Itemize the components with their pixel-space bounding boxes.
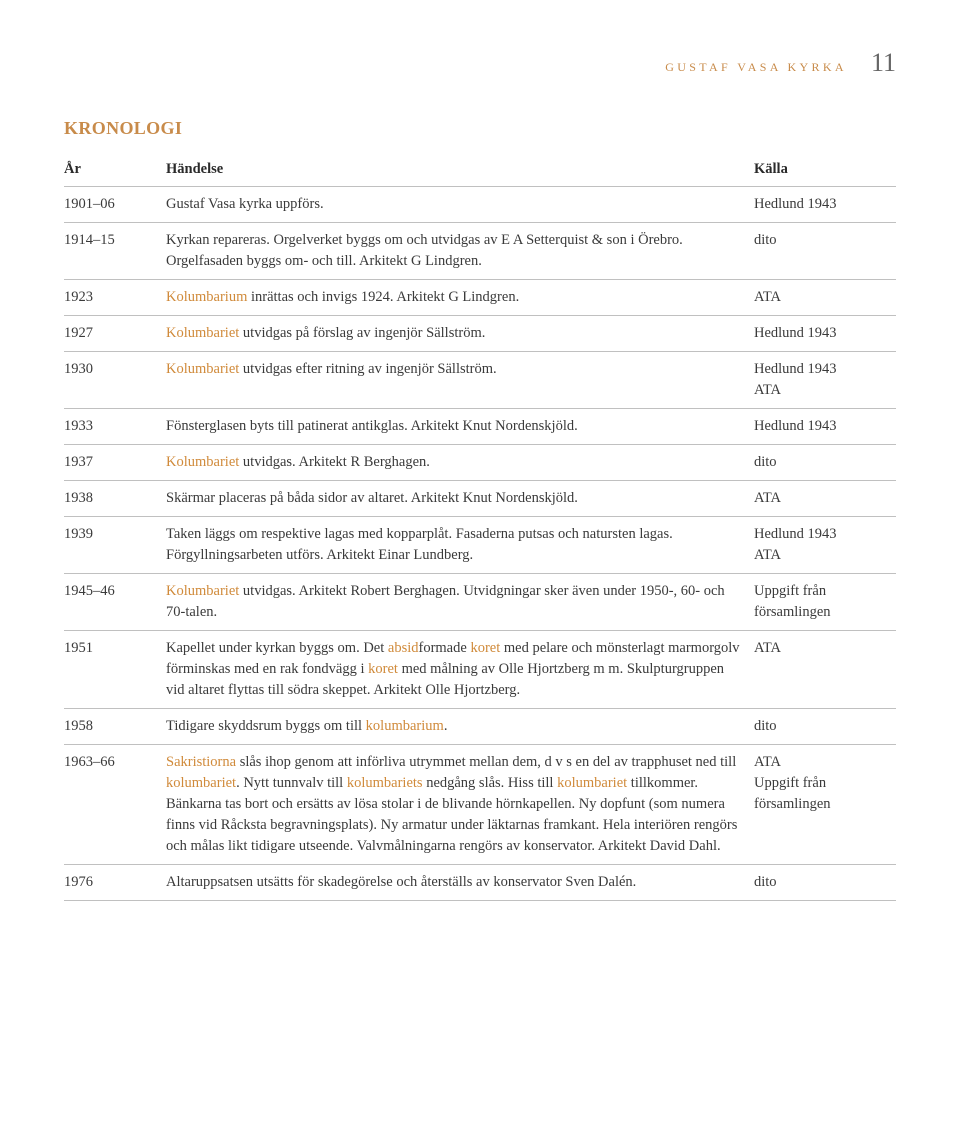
col-event-header: Händelse <box>166 153 754 187</box>
cell-source: ATA <box>754 280 896 316</box>
highlight-term: Kolumbarium <box>166 289 247 305</box>
highlight-term: koret <box>368 661 398 677</box>
cell-year: 1901–06 <box>64 187 166 223</box>
cell-event: Tidigare skyddsrum byggs om till kolumba… <box>166 709 754 745</box>
table-row: 1914–15Kyrkan repareras. Orgelverket byg… <box>64 223 896 280</box>
cell-year: 1963–66 <box>64 745 166 865</box>
cell-event: Gustaf Vasa kyrka uppförs. <box>166 187 754 223</box>
cell-source: Hedlund 1943 <box>754 187 896 223</box>
cell-source: dito <box>754 445 896 481</box>
event-text: Kapellet under kyrkan byggs om. Det <box>166 640 388 656</box>
page-number: 11 <box>871 48 896 78</box>
highlight-term: absid <box>388 640 419 656</box>
highlight-term: Kolumbariet <box>166 361 239 377</box>
event-text: Skärmar placeras på båda sidor av altare… <box>166 490 578 506</box>
cell-event: Kyrkan repareras. Orgelverket byggs om o… <box>166 223 754 280</box>
cell-source: Uppgift från församlingen <box>754 574 896 631</box>
running-header: gustaf vasa kyrka 11 <box>64 48 896 78</box>
table-row: 1951Kapellet under kyrkan byggs om. Det … <box>64 631 896 709</box>
event-text: Altaruppsatsen utsätts för skadegörelse … <box>166 874 636 890</box>
cell-event: Sakristiorna slås ihop genom att införli… <box>166 745 754 865</box>
cell-year: 1933 <box>64 409 166 445</box>
event-text: Gustaf Vasa kyrka uppförs. <box>166 196 324 212</box>
highlight-term: Kolumbariet <box>166 583 239 599</box>
table-row: 1958Tidigare skyddsrum byggs om till kol… <box>64 709 896 745</box>
cell-event: Kapellet under kyrkan byggs om. Det absi… <box>166 631 754 709</box>
running-title: gustaf vasa kyrka <box>665 60 847 75</box>
event-text: slås ihop genom att införliva utrymmet m… <box>236 754 736 770</box>
cell-event: Altaruppsatsen utsätts för skadegörelse … <box>166 865 754 901</box>
event-text: inrättas och invigs 1924. Arkitekt G Lin… <box>247 289 519 305</box>
table-row: 1939Taken läggs om respektive lagas med … <box>64 517 896 574</box>
highlight-term: kolumbariet <box>557 775 627 791</box>
event-text: Fönsterglasen byts till patinerat antikg… <box>166 418 578 434</box>
chronology-table: År Händelse Källa 1901–06Gustaf Vasa kyr… <box>64 153 896 901</box>
cell-year: 1923 <box>64 280 166 316</box>
cell-event: Kolumbariet utvidgas efter ritning av in… <box>166 352 754 409</box>
highlight-term: koret <box>470 640 500 656</box>
cell-year: 1938 <box>64 481 166 517</box>
table-row: 1930Kolumbariet utvidgas efter ritning a… <box>64 352 896 409</box>
table-row: 1927Kolumbariet utvidgas på förslag av i… <box>64 316 896 352</box>
cell-event: Kolumbariet utvidgas på förslag av ingen… <box>166 316 754 352</box>
event-text: Taken läggs om respektive lagas med kopp… <box>166 526 673 563</box>
col-year-header: År <box>64 153 166 187</box>
cell-source: Hedlund 1943 <box>754 316 896 352</box>
event-text: Kyrkan repareras. Orgelverket byggs om o… <box>166 232 683 269</box>
col-source-header: Källa <box>754 153 896 187</box>
cell-source: dito <box>754 709 896 745</box>
highlight-term: Sakristiorna <box>166 754 236 770</box>
table-row: 1933Fönsterglasen byts till patinerat an… <box>64 409 896 445</box>
table-row: 1945–46Kolumbariet utvidgas. Arkitekt Ro… <box>64 574 896 631</box>
event-text: utvidgas efter ritning av ingenjör Sälls… <box>239 361 496 377</box>
cell-source: ATA <box>754 481 896 517</box>
highlight-term: kolumbarium <box>366 718 444 734</box>
event-text: formade <box>419 640 471 656</box>
table-header-row: År Händelse Källa <box>64 153 896 187</box>
cell-source: ATA <box>754 631 896 709</box>
cell-year: 1951 <box>64 631 166 709</box>
table-row: 1937Kolumbariet utvidgas. Arkitekt R Ber… <box>64 445 896 481</box>
cell-source: Hedlund 1943 <box>754 409 896 445</box>
cell-event: Kolumbariet utvidgas. Arkitekt Robert Be… <box>166 574 754 631</box>
table-row: 1963–66Sakristiorna slås ihop genom att … <box>64 745 896 865</box>
cell-source: Hedlund 1943 ATA <box>754 352 896 409</box>
highlight-term: Kolumbariet <box>166 454 239 470</box>
cell-year: 1914–15 <box>64 223 166 280</box>
highlight-term: kolumbariets <box>347 775 423 791</box>
cell-source: dito <box>754 865 896 901</box>
table-row: 1938Skärmar placeras på båda sidor av al… <box>64 481 896 517</box>
cell-event: Taken läggs om respektive lagas med kopp… <box>166 517 754 574</box>
event-text: utvidgas. Arkitekt Robert Berghagen. Utv… <box>166 583 725 620</box>
cell-year: 1939 <box>64 517 166 574</box>
cell-source: Hedlund 1943 ATA <box>754 517 896 574</box>
table-row: 1976Altaruppsatsen utsätts för skadegöre… <box>64 865 896 901</box>
event-text: . <box>444 718 448 734</box>
cell-source: ATA Uppgift från församlingen <box>754 745 896 865</box>
event-text: Tidigare skyddsrum byggs om till <box>166 718 366 734</box>
cell-year: 1958 <box>64 709 166 745</box>
cell-year: 1930 <box>64 352 166 409</box>
cell-year: 1976 <box>64 865 166 901</box>
cell-source: dito <box>754 223 896 280</box>
event-text: . Nytt tunnvalv till <box>236 775 347 791</box>
cell-year: 1927 <box>64 316 166 352</box>
highlight-term: Kolumbariet <box>166 325 239 341</box>
cell-year: 1937 <box>64 445 166 481</box>
table-row: 1901–06Gustaf Vasa kyrka uppförs. Hedlund… <box>64 187 896 223</box>
event-text: nedgång slås. Hiss till <box>423 775 558 791</box>
event-text: utvidgas på förslag av ingenjör Sällströ… <box>239 325 485 341</box>
cell-event: Kolumbarium inrättas och invigs 1924. Ar… <box>166 280 754 316</box>
highlight-term: kolumbariet <box>166 775 236 791</box>
table-row: 1923Kolumbarium inrättas och invigs 1924… <box>64 280 896 316</box>
event-text: utvidgas. Arkitekt R Berghagen. <box>239 454 430 470</box>
cell-event: Skärmar placeras på båda sidor av altare… <box>166 481 754 517</box>
cell-year: 1945–46 <box>64 574 166 631</box>
cell-event: Fönsterglasen byts till patinerat antikg… <box>166 409 754 445</box>
section-title: KRONOLOGI <box>64 118 896 139</box>
cell-event: Kolumbariet utvidgas. Arkitekt R Berghag… <box>166 445 754 481</box>
